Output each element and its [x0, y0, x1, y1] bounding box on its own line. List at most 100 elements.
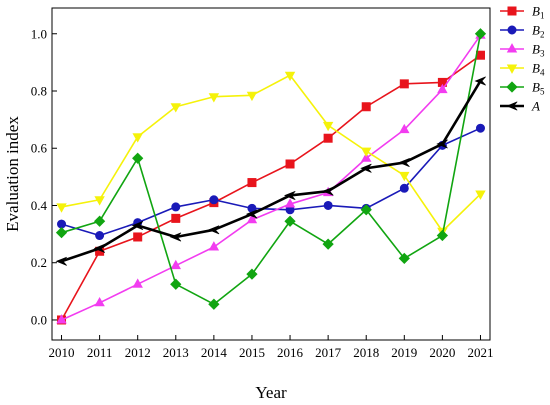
legend-label-subscript: 1 [540, 11, 545, 21]
legend-marker [505, 101, 518, 111]
data-point-b1 [361, 102, 371, 112]
data-point-b5 [360, 204, 372, 216]
x-tick-label: 2020 [429, 345, 455, 360]
data-point-b4 [399, 171, 410, 182]
legend-label: B3 [532, 42, 545, 59]
legend-label: B2 [532, 23, 544, 40]
y-tick-label: 0.4 [31, 198, 48, 213]
data-point-b3 [361, 152, 372, 162]
data-point-a [398, 158, 410, 168]
y-tick-label: 0.2 [31, 255, 47, 270]
x-tick-label: 2013 [163, 345, 189, 360]
data-point-b2 [209, 195, 219, 205]
data-point-b4 [170, 103, 181, 113]
legend-item-b1: B1 [500, 4, 544, 21]
data-point-a [322, 186, 334, 196]
data-point-a [93, 243, 106, 253]
data-point-b2 [323, 200, 333, 210]
series-line-b1 [60, 54, 481, 321]
x-tick-label: 2021 [467, 345, 493, 360]
x-tick-label: 2017 [315, 345, 342, 360]
data-point-b2 [475, 123, 485, 133]
data-point-b5 [284, 215, 296, 227]
data-point-b5 [246, 268, 258, 280]
series-b3 [56, 29, 486, 324]
data-point-a [436, 139, 448, 149]
legend-label: B4 [532, 61, 545, 78]
x-tick-label: 2015 [239, 345, 265, 360]
data-point-b4 [361, 147, 372, 157]
data-point-b1 [247, 178, 257, 188]
data-point-b5 [322, 238, 334, 250]
x-tick-label: 2012 [125, 345, 151, 360]
series-b4 [56, 71, 486, 238]
x-tick-label: 2018 [353, 345, 379, 360]
data-point-b4 [284, 71, 296, 82]
legend-marker [506, 43, 518, 53]
data-point-b4 [132, 133, 143, 143]
data-point-b3 [399, 123, 410, 134]
legend-marker [507, 25, 517, 35]
data-point-b5 [170, 278, 182, 290]
x-tick-label: 2014 [201, 345, 228, 360]
legend-label-subscript: 3 [540, 49, 545, 59]
x-axis-title: Year [255, 383, 287, 402]
legend-marker [506, 64, 518, 74]
data-point-b1 [323, 133, 333, 143]
y-tick-label: 1.0 [31, 26, 47, 41]
data-point-b3 [94, 296, 105, 307]
data-point-b4 [475, 190, 486, 200]
series-b1 [57, 50, 485, 325]
series-line-b2 [61, 127, 481, 237]
legend-label-base: B [532, 4, 540, 19]
data-point-b3 [437, 83, 448, 94]
data-point-b2 [399, 183, 409, 193]
plot-frame [51, 7, 491, 341]
legend-item-b2: B2 [500, 23, 544, 40]
legend-item-b4: B4 [500, 61, 545, 78]
x-tick-label: 2010 [49, 345, 75, 360]
legend-label-base: B [532, 23, 540, 38]
data-point-a [169, 232, 182, 242]
series-a [55, 76, 486, 266]
data-point-b2 [57, 219, 67, 229]
y-tick-label: 0.6 [31, 141, 48, 156]
series-b5 [55, 28, 487, 310]
data-point-b4 [208, 93, 220, 103]
data-point-b5 [474, 28, 487, 40]
data-point-b4 [94, 196, 105, 206]
data-point-a [245, 209, 258, 219]
legend-label-subscript: 5 [540, 87, 545, 97]
legend-label-subscript: 4 [540, 68, 545, 78]
y-tick-label: 0.0 [31, 312, 47, 327]
y-axis: 0.0 0.2 0.4 0.6 0.8 1.0 [31, 26, 57, 327]
data-point-a [207, 225, 220, 235]
legend-label: A [531, 99, 540, 114]
data-point-b1 [171, 213, 181, 223]
data-point-b3 [208, 241, 220, 251]
data-point-a [284, 190, 296, 200]
data-point-b3 [246, 213, 258, 224]
data-point-b2 [95, 231, 105, 241]
data-point-a [131, 221, 144, 230]
x-tick-label: 2019 [391, 345, 417, 360]
data-point-a [55, 256, 67, 266]
x-tick-label: 2016 [277, 345, 304, 360]
legend-item-b5: B5 [500, 80, 545, 97]
data-point-b2 [171, 202, 181, 212]
series-b2 [57, 123, 485, 241]
data-point-b3 [56, 314, 67, 324]
data-point-b4 [56, 203, 67, 213]
data-point-b5 [93, 215, 106, 227]
data-point-b3 [170, 259, 181, 270]
series-line-b4 [61, 74, 482, 233]
data-point-b1 [285, 159, 295, 169]
data-point-b5 [208, 298, 220, 310]
y-axis-title: Evaluation index [3, 116, 22, 232]
data-point-b1 [133, 232, 143, 242]
legend-item-a: A [500, 99, 540, 114]
legend-marker [506, 81, 518, 93]
series-line-b5 [61, 33, 482, 306]
